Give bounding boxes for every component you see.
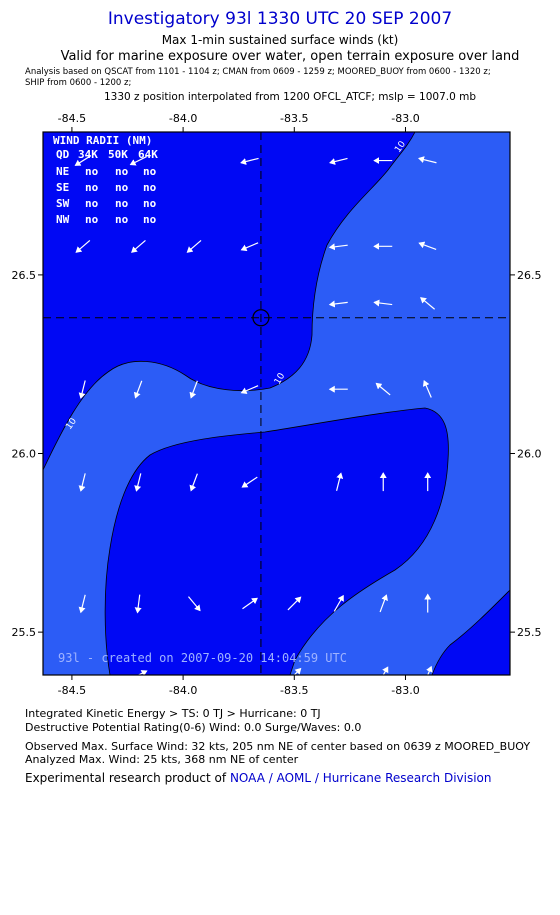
lon-tick-label-bottom: -83.0 <box>391 684 419 697</box>
wind-radii-cell: no <box>85 165 99 178</box>
wind-vector <box>418 241 437 251</box>
lon-tick-label-top: -83.5 <box>280 112 308 125</box>
wind-vector <box>240 385 259 395</box>
strong-wind-region-nw <box>43 132 416 471</box>
wind-radii-cell: no <box>85 197 99 210</box>
center-crosshair <box>43 132 510 675</box>
wind-vector <box>131 240 146 253</box>
wind-vector <box>78 380 86 399</box>
wind-vector <box>186 240 202 253</box>
ike-line: Integrated Kinetic Energy > TS: 0 TJ > H… <box>25 707 321 720</box>
watermark: 93l - created on 2007-09-20 14:04:59 UTC <box>58 651 347 665</box>
interp-line: 1330 z position interpolated from 1200 O… <box>103 91 477 103</box>
observed-max-line: Observed Max. Surface Wind: 32 kts, 205 … <box>25 740 531 753</box>
page-title: Investigatory 93l 1330 UTC 20 SEP 2007 <box>107 9 453 29</box>
wind-vector <box>240 242 259 252</box>
wind-vector <box>333 594 344 612</box>
lon-tick-label-top: -84.5 <box>58 112 86 125</box>
lat-tick-label-right: 26.0 <box>517 448 542 461</box>
lat-tick-label-left: 25.5 <box>12 626 37 639</box>
wind-vector <box>329 157 348 165</box>
wind-vector <box>129 156 147 166</box>
wind-radii-cell: no <box>143 197 157 210</box>
wind-vector <box>420 297 436 310</box>
wind-radii-head-50k: 50K <box>108 148 128 161</box>
wind-radii-row-sw: SW <box>56 197 70 210</box>
wind-vector <box>287 596 302 611</box>
valid-line: Valid for marine exposure over water, op… <box>60 49 520 64</box>
wind-radii-cell: no <box>85 213 99 226</box>
wind-radii-cell: no <box>115 181 129 194</box>
wind-radii-cell: no <box>115 213 129 226</box>
wind-vector <box>379 594 388 613</box>
analysis-line-2: SHIP from 0600 - 1200 z; <box>25 78 132 88</box>
strong-wind-region-center <box>104 407 449 675</box>
wind-radii-cell: no <box>143 165 157 178</box>
wind-vector <box>382 666 389 675</box>
wind-map: 93l - created on 2007-09-20 14:04:59 UTC… <box>12 112 542 697</box>
wind-vector <box>137 670 148 675</box>
lat-tick-label-left: 26.5 <box>12 269 37 282</box>
wind-radii-cell: no <box>85 181 99 194</box>
wind-vector <box>328 243 348 251</box>
wind-vector <box>418 156 437 164</box>
wind-vector <box>187 596 201 612</box>
wind-vector <box>336 472 344 491</box>
wind-vector <box>240 157 259 165</box>
subtitle: Max 1-min sustained surface winds (kt) <box>161 33 399 47</box>
wind-radii-cell: no <box>143 213 157 226</box>
lat-tick-label-right: 26.5 <box>517 269 542 282</box>
lon-tick-label-top: -84.0 <box>169 112 197 125</box>
wind-vector <box>78 473 86 492</box>
wind-vectors <box>74 155 437 675</box>
wind-vector <box>328 300 348 308</box>
lon-tick-label-bottom: -83.5 <box>280 684 308 697</box>
wind-radii-row-nw: NW <box>56 213 70 226</box>
wind-radii-head-34k: 34K <box>78 148 98 161</box>
wind-vector <box>133 380 143 399</box>
dpr-line: Destructive Potential Rating(0-6) Wind: … <box>25 721 362 734</box>
wind-vector <box>134 473 142 492</box>
wind-vector <box>293 667 302 675</box>
wind-vector <box>375 382 391 396</box>
wind-radii-head-qd: QD <box>56 148 70 161</box>
wind-vector <box>242 597 258 610</box>
lat-tick-label-right: 25.5 <box>517 626 542 639</box>
wind-radii-row-se: SE <box>56 181 69 194</box>
wind-vector <box>74 155 91 166</box>
wind-vector <box>189 473 198 492</box>
wind-vector <box>426 665 433 675</box>
wind-vector <box>422 380 432 398</box>
wind-vector <box>241 476 258 488</box>
analysis-line-1: Analysis based on QSCAT from 1101 - 1104… <box>25 67 491 77</box>
wind-vector <box>75 240 91 253</box>
lon-tick-label-bottom: -84.5 <box>58 684 86 697</box>
wind-radii-cell: no <box>143 181 157 194</box>
wind-vector <box>189 380 198 399</box>
wind-radii-cell: no <box>115 197 129 210</box>
wind-vector <box>78 594 86 614</box>
product-line: Experimental research product of NOAA / … <box>25 771 492 785</box>
map-frame <box>42 131 511 676</box>
wind-radii-title: WIND RADII (NM) <box>53 134 152 147</box>
wind-radii-cell: no <box>115 165 129 178</box>
wind-radii-head-64k: 64K <box>138 148 158 161</box>
lon-tick-label-bottom: -84.0 <box>169 684 197 697</box>
analyzed-max-line: Analyzed Max. Wind: 25 kts, 368 nm NE of… <box>25 753 299 766</box>
noaa-aoml-link[interactable]: NOAA / AOML / Hurricane Research Divisio… <box>229 771 492 785</box>
storm-center-icon <box>252 309 270 327</box>
wind-vector <box>134 594 142 614</box>
axis-ticks: -84.5 -84.5 -84.0 -84.0 -83.5 -83.5 -83.0 -83.0… <box>12 112 542 697</box>
product-prefix: Experimental research product of <box>25 771 227 785</box>
lon-tick-label-top: -83.0 <box>391 112 419 125</box>
lat-tick-label-left: 26.0 <box>12 448 37 461</box>
strong-wind-region-se <box>431 589 510 675</box>
wind-radii-row-ne: NE <box>56 165 69 178</box>
wind-radii-table: WIND RADII (NM) QD 34K 50K 64K NE no no … <box>53 134 158 226</box>
wind-vector <box>373 299 393 307</box>
